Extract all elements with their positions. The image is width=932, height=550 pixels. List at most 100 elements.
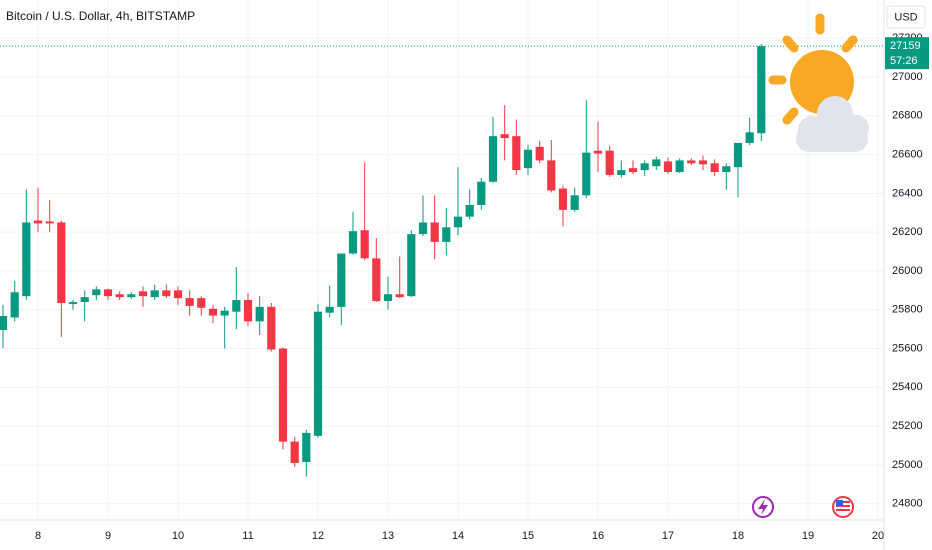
candle-body: [582, 152, 591, 196]
candle-body: [220, 310, 229, 316]
candle-body: [652, 159, 661, 167]
x-tick-label: 16: [592, 530, 604, 542]
candles: [0, 44, 766, 477]
candle-body: [640, 163, 649, 171]
currency-label[interactable]: USD: [894, 11, 917, 23]
candle-body: [757, 46, 766, 134]
chart-title: Bitcoin / U.S. Dollar, 4h, BITSTAMP: [6, 9, 195, 23]
candle-body: [675, 160, 684, 173]
x-tick-label: 14: [452, 530, 464, 542]
candle-body: [570, 195, 579, 210]
candle-body: [442, 227, 451, 242]
grid: [0, 0, 884, 520]
x-tick-label: 19: [802, 530, 814, 542]
candle-body: [687, 160, 696, 164]
candle-body: [302, 432, 311, 463]
y-tick-label: 25200: [892, 420, 923, 432]
candle-body: [45, 221, 54, 224]
candle-body: [33, 220, 43, 224]
candle-body: [430, 222, 439, 242]
candle-body: [80, 297, 89, 302]
candle-body: [173, 290, 183, 299]
candle-body: [383, 294, 393, 302]
candle-body: [325, 306, 334, 313]
countdown-label: 57:26: [890, 55, 918, 67]
candle-body: [278, 348, 288, 442]
candle-body: [115, 294, 124, 298]
candle-body: [745, 132, 754, 143]
x-tick-label: 11: [242, 530, 253, 542]
candle-body: [150, 290, 159, 298]
candle-body: [348, 231, 358, 254]
event-icon[interactable]: [752, 496, 774, 518]
y-tick-label: 26400: [892, 187, 923, 199]
candle-body: [617, 170, 626, 175]
candle-body: [465, 205, 474, 217]
x-tick-label: 13: [382, 530, 394, 542]
candle-body: [138, 291, 148, 297]
y-tick-label: 25800: [892, 304, 923, 316]
last-price-label: 27159: [890, 40, 921, 52]
candle-body: [477, 181, 486, 206]
x-tick-label: 20: [872, 530, 884, 542]
candle-body: [267, 306, 276, 350]
candle-body: [360, 230, 369, 259]
x-tick-label: 8: [35, 530, 41, 542]
candle-body: [337, 253, 346, 307]
candle-body: [127, 294, 136, 298]
candle-body: [710, 163, 719, 173]
y-tick-label: 26000: [892, 265, 923, 277]
candle-body: [395, 294, 404, 298]
candle-body: [243, 300, 253, 322]
y-tick-label: 26600: [892, 148, 923, 160]
candle-body: [185, 298, 194, 306]
y-tick-label: 26800: [892, 110, 923, 122]
candle-body: [558, 188, 568, 210]
candle-body: [232, 300, 241, 312]
candle-body: [593, 150, 603, 154]
x-tick-label: 12: [312, 530, 324, 542]
candle-body: [92, 289, 101, 296]
candle-body: [255, 306, 264, 322]
candle-body: [208, 308, 218, 316]
candle-body: [722, 166, 731, 173]
candle-body: [523, 149, 533, 169]
candle-body: [453, 216, 463, 228]
candle-body: [418, 222, 428, 235]
y-tick-label: 25600: [892, 342, 923, 354]
flag-icon[interactable]: [832, 496, 854, 518]
x-tick-label: 9: [105, 530, 111, 542]
x-tick-label: 10: [172, 530, 184, 542]
candle-body: [290, 441, 299, 463]
y-tick-label: 25000: [892, 459, 923, 471]
candle-body: [0, 315, 8, 330]
candle-body: [313, 311, 323, 436]
candle-body: [10, 292, 19, 318]
candle-body: [547, 160, 556, 191]
y-tick-label: 25400: [892, 381, 923, 393]
candle-body: [162, 290, 171, 297]
candle-body: [628, 168, 638, 173]
x-tick-label: 18: [732, 530, 744, 542]
candle-body: [500, 134, 509, 139]
candle-body: [22, 222, 31, 297]
x-tick-label: 15: [522, 530, 534, 542]
candle-body: [512, 136, 521, 171]
y-tick-label: 26200: [892, 226, 923, 238]
currency-button[interactable]: [886, 5, 926, 29]
candle-body: [103, 289, 113, 297]
weather-icon: [768, 13, 869, 152]
candle-body: [535, 146, 544, 161]
y-tick-label: 27000: [892, 71, 923, 83]
candle-body: [698, 160, 708, 165]
candle-body: [68, 301, 78, 304]
candle-body: [57, 222, 66, 303]
candle-body: [733, 142, 743, 168]
candle-body: [372, 258, 381, 302]
candle-body: [488, 136, 498, 182]
x-tick-label: 17: [662, 530, 674, 542]
last-price-badge: [885, 37, 929, 70]
candle-body: [407, 234, 416, 297]
